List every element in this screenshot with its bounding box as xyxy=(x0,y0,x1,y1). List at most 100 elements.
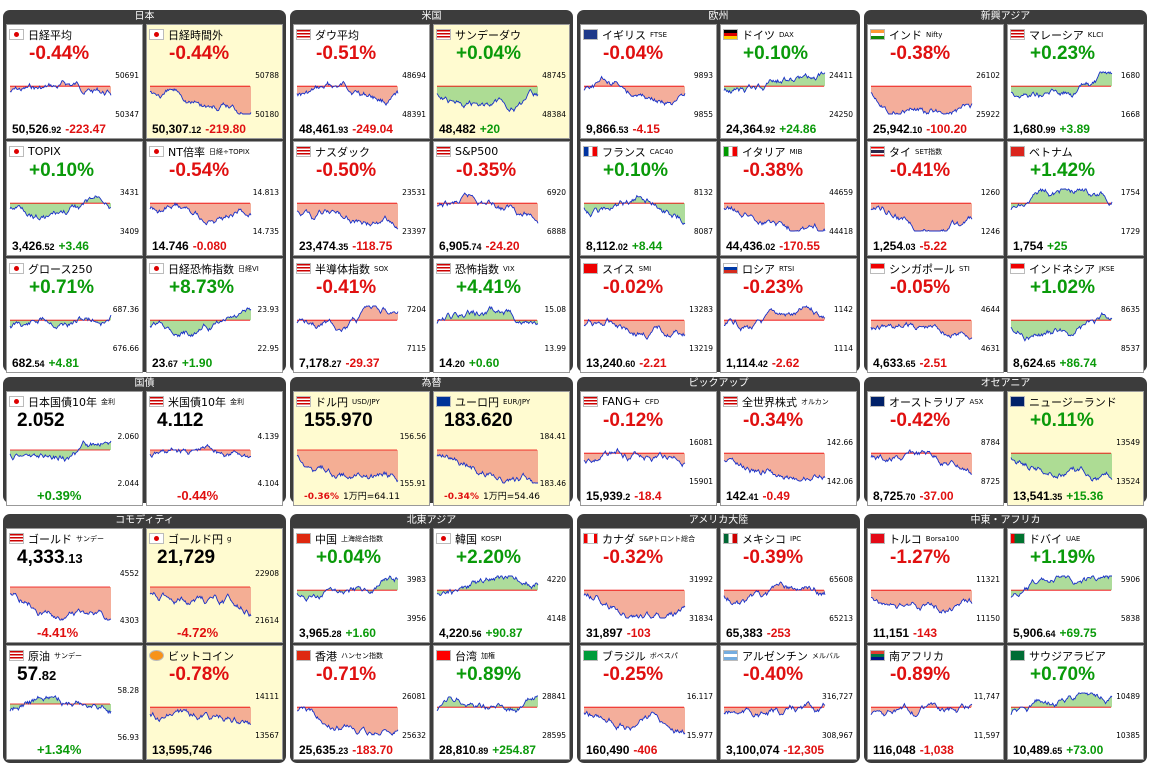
market-tile[interactable]: S&P500 -0.35% 6920 6888 6,905.74 -24.20 xyxy=(433,141,570,256)
change-amount: +15.36 xyxy=(1066,489,1104,503)
instrument-name: TOPIX xyxy=(28,145,61,158)
market-tile[interactable]: 日本国債10年 金利 2.052 2.060 2.044 +0.39% xyxy=(6,391,143,506)
market-tile[interactable]: メキシコ IPC -0.39% 65608 65213 65,383 -253 xyxy=(720,528,857,643)
tile-footer: 50,307.12 -219.80 xyxy=(152,122,246,136)
instrument-name: 日本国債10年 xyxy=(28,395,97,409)
market-tile[interactable]: 日経平均 -0.44% 50691 50347 50,526.92 -223.47 xyxy=(6,24,143,139)
change-percent: +1.19% xyxy=(1030,547,1095,568)
change-amount: -0.080 xyxy=(192,239,227,253)
chart-area xyxy=(10,80,111,96)
price-int: 4.112 xyxy=(157,410,204,431)
axis-tick-hi: 23531 xyxy=(402,188,426,197)
price-dec: .28 xyxy=(329,629,342,639)
market-tile[interactable]: ブラジル ボベスパ -0.25% 16.117 15.977 160,490 -406 xyxy=(580,645,717,760)
chart-area xyxy=(1011,72,1112,98)
market-tile[interactable]: 日経時間外 -0.44% 50788 50180 50,307.12 -219.80 xyxy=(146,24,283,139)
panel-title: オセアニア xyxy=(980,378,1031,389)
market-tile[interactable]: マレーシア KLCI +0.23% 1680 1668 1,680.99 +3.89 xyxy=(1007,24,1144,139)
change-amount: -4.15 xyxy=(632,122,660,136)
price-value: 1,754 xyxy=(1013,239,1043,253)
market-tile[interactable]: ナスダック -0.50% 23531 23397 23,474.35 -118.75 xyxy=(293,141,430,256)
market-tile[interactable]: イギリス FTSE -0.04% 9893 9855 9,866.53 -4.15 xyxy=(580,24,717,139)
market-tile[interactable]: TOPIX +0.10% 3431 3409 3,426.52 +3.46 xyxy=(6,141,143,256)
market-tile[interactable]: ドバイ UAE +1.19% 5906 5838 5,906.64 +69.75 xyxy=(1007,528,1144,643)
price-dec: .92 xyxy=(48,125,62,135)
panel-title: 為替 xyxy=(421,378,442,389)
change-amount: -406 xyxy=(633,743,658,757)
market-tile[interactable]: アルゼンチン メルバル -0.40% 316,727 308,967 3,100,074-… xyxy=(720,645,857,760)
market-tile[interactable]: ロシア RTSI -0.23% 1142 1114 1,114.42 -2.62 xyxy=(720,258,857,373)
market-tile[interactable]: ゴールド円 g 21,729 22908 21614 -4.72% xyxy=(146,528,283,643)
axis-tick-lo: 11150 xyxy=(976,614,1000,623)
change-amount: -1,038 xyxy=(919,743,954,757)
change-percent: -0.05% xyxy=(890,277,951,298)
tile-header: シンガポール STI xyxy=(870,261,1001,276)
flag-dot xyxy=(14,266,19,271)
market-tile[interactable]: 中国 上海総合指数 +0.04% 3983 3956 3,965.28 +1.60 xyxy=(293,528,430,643)
market-tile[interactable]: サンデーダウ +0.04% 48745 48384 48,482 +20 xyxy=(433,24,570,139)
axis-tick-hi: 26081 xyxy=(402,692,426,701)
chart-area xyxy=(1011,313,1112,341)
market-tile[interactable]: 原油 サンデー 57.82 58.28 56.93 +1.34% xyxy=(6,645,143,760)
instrument-name: アルゼンチン xyxy=(742,649,808,663)
market-tile[interactable]: ゴールド サンデー 4,333.13 4552 4303 -4.41% xyxy=(6,528,143,643)
price-int: 13,240 xyxy=(586,356,623,370)
id-flag-icon xyxy=(1010,263,1025,274)
price-dec: .82 xyxy=(38,668,57,683)
market-tile[interactable]: 南アフリカ -0.89% 11,747 11,597 116,048 -1,038 xyxy=(867,645,1004,760)
tile-footer: 142.41 -0.49 xyxy=(726,489,790,503)
market-tile[interactable]: 恐怖指数 VIX +4.41% 15.08 13.99 14.20 +0.60 xyxy=(433,258,570,373)
price-int: 116,048 xyxy=(873,743,916,757)
change-percent: +0.04% xyxy=(316,547,381,568)
chart-area xyxy=(437,576,538,596)
market-tile[interactable]: NT倍率 日経÷TOPIX -0.54% 14.813 14.735 14.746 -0.0… xyxy=(146,141,283,256)
market-tile[interactable]: タイ SET指数 -0.41% 1260 1246 1,254.03 -5.22 xyxy=(867,141,1004,256)
panel-5: 為替ドル円 USD/JPY 155.970 156.56 155.91 -0.36% 1万円… xyxy=(290,377,573,506)
panel-8: コモディティ ゴールド サンデー 4,333.13 4552 4303 -4.41% ゴールド… xyxy=(3,514,286,763)
market-tile[interactable]: 日経恐怖指数 日経VI +8.73% 23.93 22.95 23.67 +1.90 xyxy=(146,258,283,373)
market-tile[interactable]: 全世界株式 オルカン -0.34% 142.66 142.06 142.41 -0.49 xyxy=(720,391,857,506)
change-percent: +0.10% xyxy=(603,160,668,181)
market-tile[interactable]: FANG+ CFD -0.12% 16081 15901 15,939.2 -18.4 xyxy=(580,391,717,506)
price-dec: .70 xyxy=(903,492,916,502)
mini-chart: 22908 21614 xyxy=(149,569,279,625)
change-amount: -12,305 xyxy=(783,743,825,757)
market-tile[interactable]: 台湾 加権 +0.89% 28841 28595 28,810.89 +254.87 xyxy=(433,645,570,760)
mini-chart: 23531 23397 xyxy=(296,188,426,236)
price-int: 183.620 xyxy=(444,410,513,431)
market-tile[interactable]: ベトナム +1.42% 1754 1729 1,754 +25 xyxy=(1007,141,1144,256)
market-tile[interactable]: トルコ Borsa100 -1.27% 11321 11150 11,151 -143 xyxy=(867,528,1004,643)
mini-chart: 44659 44418 xyxy=(723,188,853,236)
market-tile[interactable]: ドイツ DAX +0.10% 24411 24250 24,364.92 +24.86 xyxy=(720,24,857,139)
market-tile[interactable]: ニュージーランド +0.11% 13549 13524 13,541.35 +15.36 xyxy=(1007,391,1144,506)
market-tile[interactable]: サウジアラビア +0.70% 10489 10385 10,489.65 +73.00 xyxy=(1007,645,1144,760)
market-tile[interactable]: ビットコイン -0.78% 14111 13567 13,595,746 xyxy=(146,645,283,760)
market-tile[interactable]: シンガポール STI -0.05% 4644 4631 4,633.65 -2.51 xyxy=(867,258,1004,373)
market-tile[interactable]: スイス SMI -0.02% 13283 13219 13,240.60 -2.21 xyxy=(580,258,717,373)
market-tile[interactable]: ユーロ円 EUR/JPY 183.620 184.41 183.46 -0.34% 1万円=… xyxy=(433,391,570,506)
chart-area xyxy=(1011,576,1112,598)
instrument-name: FANG+ xyxy=(602,395,641,408)
tile-footer: 14.746 -0.080 xyxy=(152,239,227,253)
market-tile[interactable]: 香港 ハンセン指数 -0.71% 26081 25632 25,635.23 -183.70 xyxy=(293,645,430,760)
market-tile[interactable]: イタリア MIB -0.38% 44659 44418 44,436.02 -170.55 xyxy=(720,141,857,256)
market-tile[interactable]: ドル円 USD/JPY 155.970 156.56 155.91 -0.36% 1万円=6… xyxy=(293,391,430,506)
market-tile[interactable]: オーストラリア ASX -0.42% 8784 8725 8,725.70 -37.00 xyxy=(867,391,1004,506)
market-tile[interactable]: ダウ平均 -0.51% 48694 48391 48,461.93 -249.04 xyxy=(293,24,430,139)
market-tile[interactable]: 半導体指数 SOX -0.41% 7204 7115 7,178.27 -29.37 xyxy=(293,258,430,373)
market-tile[interactable]: 韓国 KOSPI +2.20% 4220 4148 4,220.56 +90.87 xyxy=(433,528,570,643)
change-percent: -0.44% xyxy=(169,43,230,64)
market-tile[interactable]: 米国債10年 金利 4.112 4.139 4.104 -0.44% xyxy=(146,391,283,506)
market-tile[interactable]: グロース250 +0.71% 687.36 676.66 682.54 +4.81 xyxy=(6,258,143,373)
instrument-sub: VIX xyxy=(503,264,515,273)
price-int: 14.746 xyxy=(152,239,189,253)
flag-dot xyxy=(14,32,19,37)
market-tile[interactable]: インドネシア JKSE +1.02% 8635 8537 8,624.65 +86.74 xyxy=(1007,258,1144,373)
market-tile[interactable]: インド Nifty -0.38% 26102 25922 25,942.10 -100.20 xyxy=(867,24,1004,139)
change-amount: -2.62 xyxy=(771,356,800,370)
chart-area xyxy=(297,81,398,106)
tile-footer: 160,490 -406 xyxy=(586,743,657,757)
market-tile[interactable]: フランス CAC40 +0.10% 8132 8087 8,112.02 +8.44 xyxy=(580,141,717,256)
market-tile[interactable]: カナダ S&Pトロント総合 -0.32% 31992 31834 31,897 -103 xyxy=(580,528,717,643)
price-line xyxy=(9,440,112,463)
